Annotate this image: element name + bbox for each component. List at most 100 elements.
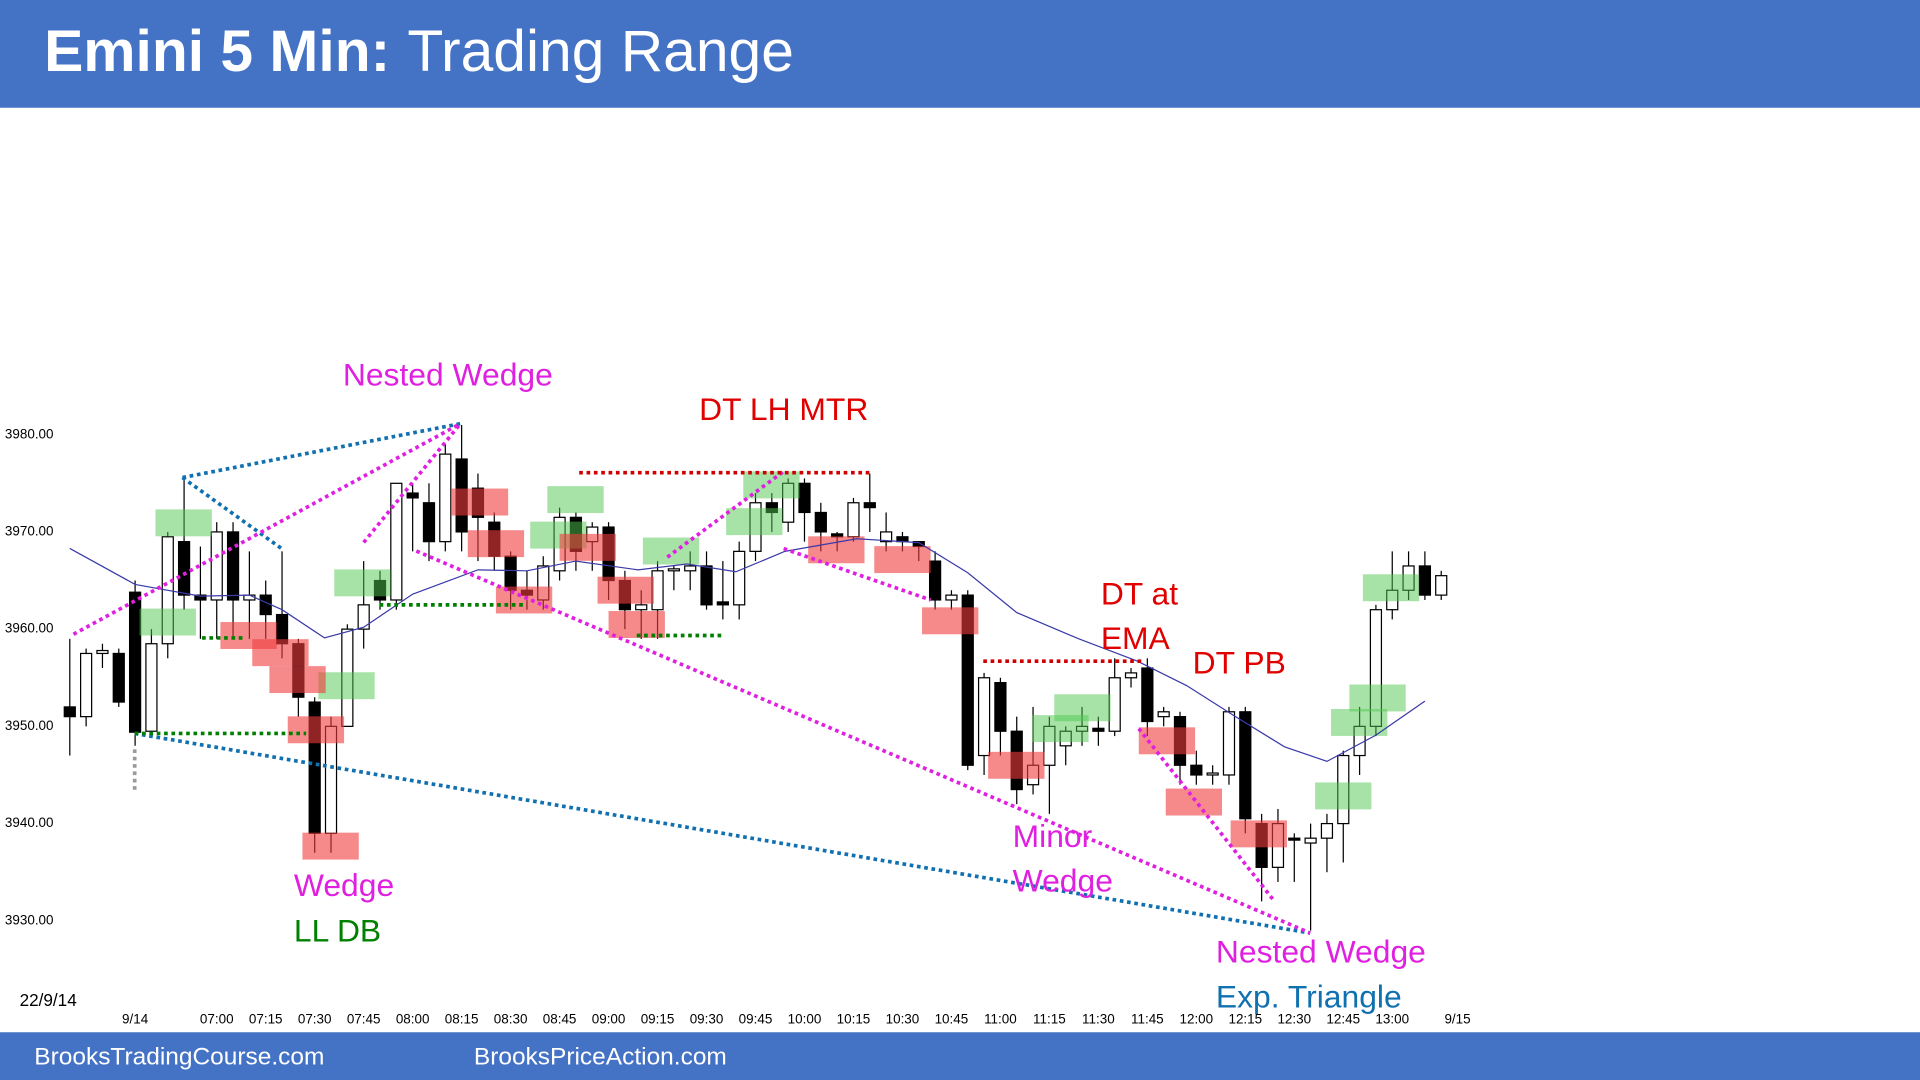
footer-right: BrooksPriceAction.com <box>474 1043 727 1070</box>
candle-body <box>177 541 191 596</box>
candle-body <box>1092 727 1105 732</box>
x-tick-label: 11:30 <box>1082 1012 1115 1027</box>
x-tick-label: 10:15 <box>837 1012 871 1027</box>
candle-body <box>880 531 893 543</box>
buy-highlight <box>139 608 196 636</box>
candle-body <box>847 502 860 538</box>
pattern-line <box>181 476 283 551</box>
sell-highlight <box>988 751 1045 779</box>
candle-body <box>79 652 93 718</box>
candle-body <box>259 594 272 616</box>
buy-highlight <box>1054 694 1111 722</box>
x-tick-label: 9/15 <box>1444 1012 1470 1027</box>
candle-body <box>1320 822 1334 839</box>
y-tick-label: 3930.00 <box>5 912 54 927</box>
x-tick-label: 10:45 <box>935 1012 969 1027</box>
y-tick-label: 3980.00 <box>5 426 54 441</box>
annotation: Nested Wedge <box>1216 933 1426 969</box>
candle-body <box>1288 837 1301 841</box>
x-tick-label: 13:00 <box>1375 1012 1409 1027</box>
y-tick-label: 3940.00 <box>5 815 54 830</box>
candle-body <box>1157 711 1170 718</box>
candle-body <box>1239 711 1252 820</box>
y-tick-label: 3970.00 <box>5 523 54 538</box>
subtitle: Trading Range <box>407 19 794 84</box>
buy-highlight <box>318 672 375 700</box>
header-band <box>0 0 1920 108</box>
candle-body <box>128 591 142 733</box>
annotation: Nested Wedge <box>343 357 553 393</box>
annotation: LL DB <box>294 912 381 948</box>
annotation: Minor <box>1013 818 1093 854</box>
pattern-line <box>362 422 462 544</box>
candle-body <box>243 594 256 601</box>
candle-body <box>994 682 1007 732</box>
buy-highlight <box>334 569 391 597</box>
buy-highlight <box>1362 574 1420 602</box>
candle-body <box>194 594 207 601</box>
sell-highlight <box>808 536 865 564</box>
x-tick-label: 08:15 <box>445 1012 479 1027</box>
sell-highlight <box>597 576 654 604</box>
x-tick-label: 09:45 <box>739 1012 773 1027</box>
pattern-line <box>666 469 785 559</box>
annotation: Wedge <box>294 867 394 903</box>
pattern-line <box>415 549 1311 935</box>
sell-highlight <box>1165 788 1223 816</box>
candle-body <box>112 652 125 703</box>
candle-body <box>684 565 697 572</box>
candle-body <box>439 453 452 543</box>
candle-body <box>1418 565 1432 596</box>
candle-body <box>1124 672 1138 679</box>
candle-body <box>1108 677 1121 732</box>
sell-highlight <box>467 530 525 558</box>
x-tick-label: 11:15 <box>1033 1012 1066 1027</box>
annotation: DT at <box>1101 576 1178 612</box>
buy-highlight <box>155 509 212 537</box>
candle-body <box>635 604 648 611</box>
annotation: Wedge <box>1013 862 1113 898</box>
candle-body <box>210 531 223 601</box>
plot: 3930.00 3940.00 3950.00 3960.00 3970.00 3980.… <box>5 357 1471 1027</box>
x-tick-label: 10:00 <box>788 1012 822 1027</box>
candle-body <box>814 511 827 533</box>
pattern-line <box>134 731 1311 935</box>
x-tick-label: 09:00 <box>592 1012 626 1027</box>
candle-body <box>1222 711 1236 776</box>
y-tick-label: 3950.00 <box>5 718 54 733</box>
annotation: DT PB <box>1193 644 1286 680</box>
x-tick-label: 09:15 <box>641 1012 675 1027</box>
sell-highlight <box>874 546 931 574</box>
candle-body <box>700 565 713 606</box>
candle-body <box>1435 575 1448 596</box>
x-tick-label: 10:30 <box>886 1012 920 1027</box>
x-tick-label: 08:30 <box>494 1012 528 1027</box>
header-title: Emini 5 Min: Trading Range <box>44 19 794 84</box>
footer-left: BrooksTradingCourse.com <box>34 1043 324 1070</box>
annotation: EMA <box>1101 620 1171 656</box>
candle-body <box>96 649 109 655</box>
candle-body <box>961 594 974 766</box>
sell-highlight <box>252 639 309 667</box>
candle-body <box>406 492 419 499</box>
x-tick-label: 9/14 <box>122 1012 149 1027</box>
buy-highlight <box>1315 782 1372 810</box>
candle-body <box>716 601 729 606</box>
x-tick-label: 07:30 <box>298 1012 332 1027</box>
x-tick-label: 07:00 <box>200 1012 234 1027</box>
candle-body <box>667 568 680 572</box>
x-tick-label: 07:15 <box>249 1012 283 1027</box>
candle-body <box>390 482 403 601</box>
candle-body <box>863 502 876 509</box>
candle-body <box>1304 837 1317 844</box>
buy-highlight <box>1331 708 1388 736</box>
ema-line <box>69 538 1426 763</box>
x-tick-label: 11:45 <box>1131 1012 1164 1027</box>
x-tick-label: 12:45 <box>1326 1012 1360 1027</box>
candle-body <box>1206 772 1219 776</box>
candle-body <box>798 482 811 514</box>
x-tick-label: 08:00 <box>396 1012 430 1027</box>
sell-highlight <box>302 832 359 860</box>
